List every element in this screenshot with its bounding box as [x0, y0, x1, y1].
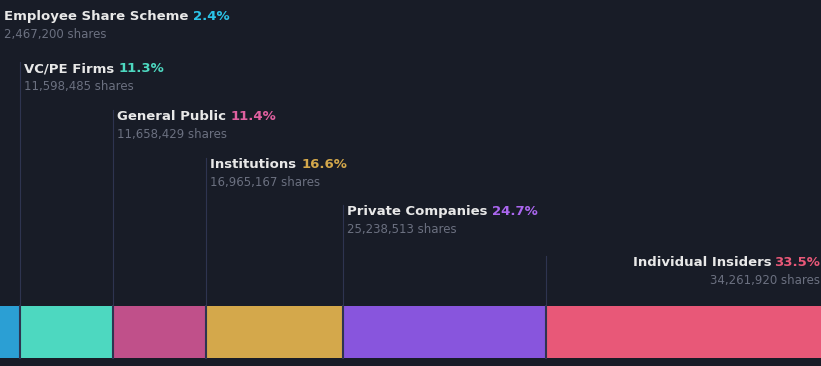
Bar: [112, 306, 206, 358]
Text: 33.5%: 33.5%: [774, 256, 820, 269]
Text: Individual Insiders: Individual Insiders: [633, 256, 772, 269]
Bar: [0, 306, 20, 358]
Text: 11.4%: 11.4%: [231, 110, 276, 123]
Bar: [546, 306, 821, 358]
Text: General Public: General Public: [117, 110, 231, 123]
Text: Employee Share Scheme: Employee Share Scheme: [4, 10, 193, 23]
Text: 11,658,429 shares: 11,658,429 shares: [117, 128, 227, 141]
Text: 2,467,200 shares: 2,467,200 shares: [4, 28, 107, 41]
Bar: [20, 306, 112, 358]
Text: 16.6%: 16.6%: [301, 158, 347, 171]
Text: 34,261,920 shares: 34,261,920 shares: [710, 274, 820, 287]
Text: 2.4%: 2.4%: [193, 10, 230, 23]
Text: VC/PE Firms: VC/PE Firms: [24, 62, 119, 75]
Bar: [342, 306, 546, 358]
Text: 25,238,513 shares: 25,238,513 shares: [346, 223, 456, 236]
Text: 24.7%: 24.7%: [492, 205, 538, 218]
Text: 11,598,485 shares: 11,598,485 shares: [24, 80, 134, 93]
Bar: [206, 306, 342, 358]
Text: Institutions: Institutions: [210, 158, 301, 171]
Text: Private Companies: Private Companies: [346, 205, 492, 218]
Text: 16,965,167 shares: 16,965,167 shares: [210, 176, 320, 189]
Text: 11.3%: 11.3%: [119, 62, 164, 75]
